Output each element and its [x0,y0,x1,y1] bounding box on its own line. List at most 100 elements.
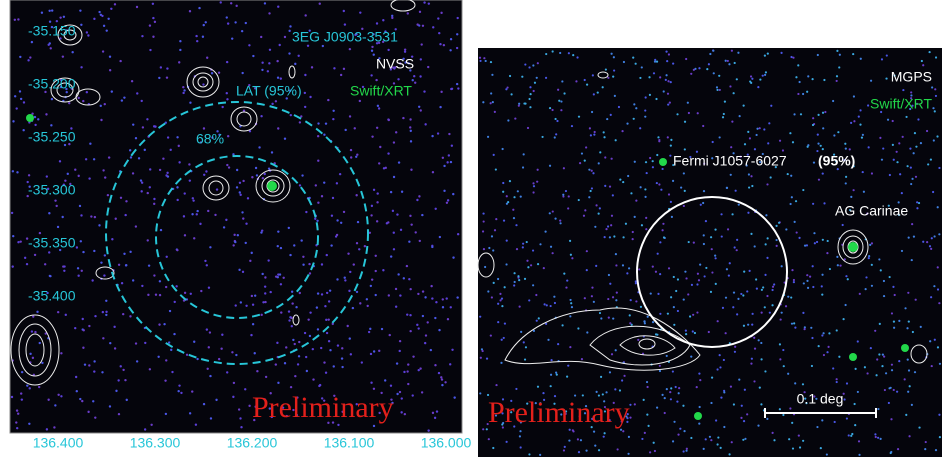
noise-dot [740,404,743,407]
noise-dot [327,340,331,343]
noise-dot [653,449,657,453]
noise-dot [500,361,503,364]
lat-95-circle [105,101,369,365]
noise-dot [141,126,145,129]
noise-dot [507,200,510,204]
noise-dot [821,111,825,114]
noise-dot [833,420,836,424]
noise-dot [117,379,120,382]
noise-dot [812,161,816,164]
noise-dot [324,305,327,308]
noise-dot [804,397,807,400]
noise-dot [165,174,168,177]
noise-dot [627,452,630,455]
noise-dot [817,142,820,145]
noise-dot [455,46,459,50]
noise-dot [63,269,66,273]
noise-dot [746,413,749,416]
noise-dot [745,164,748,167]
noise-dot [624,222,628,225]
noise-dot [90,215,93,218]
noise-dot [851,432,854,436]
noise-dot [192,199,195,202]
noise-dot [456,33,459,36]
noise-dot [93,249,96,253]
noise-dot [479,392,482,395]
noise-dot [882,279,886,283]
noise-dot [292,338,295,342]
noise-dot [495,383,498,387]
noise-dot [856,390,859,394]
noise-dot [49,47,52,50]
noise-dot [811,123,815,127]
noise-dot [609,282,612,285]
noise-dot [332,365,335,368]
noise-dot [766,183,769,186]
noise-dot [290,316,293,320]
noise-dot [514,117,517,120]
noise-dot [369,284,373,288]
noise-dot [182,85,185,89]
noise-dot [438,235,442,239]
noise-dot [766,417,769,420]
noise-dot [102,337,105,340]
noise-dot [410,168,413,171]
noise-dot [549,373,553,376]
noise-dot [501,398,505,401]
noise-dot [501,412,504,415]
noise-dot [823,202,826,205]
noise-dot [44,332,47,335]
noise-dot [19,97,23,101]
noise-dot [165,359,168,362]
noise-dot [238,191,241,194]
noise-dot [659,241,662,244]
noise-dot [925,129,929,133]
noise-dot [64,179,67,182]
noise-dot [825,453,828,456]
noise-dot [859,109,862,112]
noise-dot [644,109,647,112]
noise-dot [214,213,217,217]
noise-dot [878,258,881,261]
noise-dot [494,168,497,171]
noise-dot [255,174,259,177]
noise-dot [297,54,300,58]
noise-dot [93,370,96,373]
noise-dot [670,296,673,299]
noise-dot [308,262,311,266]
noise-dot [328,289,332,292]
noise-dot [285,346,288,349]
noise-dot [732,92,735,95]
noise-dot [437,17,440,20]
noise-dot [736,238,739,241]
noise-dot [389,190,393,194]
noise-dot [88,324,91,328]
noise-dot [669,144,672,147]
noise-dot [896,448,900,451]
noise-dot [105,299,108,303]
noise-dot [153,197,156,201]
noise-dot [130,79,134,83]
noise-dot [646,385,649,389]
noise-dot [638,268,641,271]
noise-dot [318,384,321,388]
noise-dot [79,240,83,243]
noise-dot [893,74,896,77]
noise-dot [778,139,782,142]
noise-dot [720,235,723,238]
noise-dot [100,261,103,264]
noise-dot [61,215,64,219]
noise-dot [702,190,706,193]
noise-dot [710,376,714,379]
noise-dot [217,71,221,74]
noise-dot [850,434,853,437]
noise-dot [431,170,435,174]
noise-dot [129,315,132,318]
noise-dot [751,184,754,188]
noise-dot [198,6,201,10]
noise-dot [727,274,730,277]
noise-dot [734,189,737,192]
noise-dot [387,48,390,52]
noise-dot [438,31,441,35]
noise-dot [627,174,630,178]
